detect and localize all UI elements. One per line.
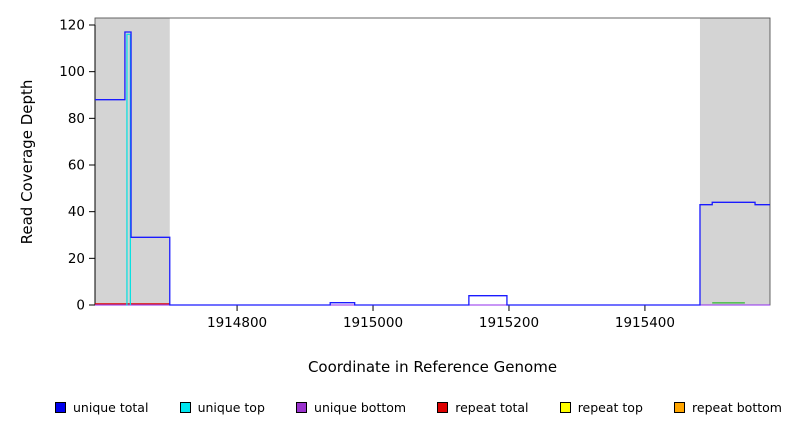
shaded-region-left	[95, 18, 170, 305]
legend-label: unique bottom	[314, 400, 407, 415]
legend: unique total unique top unique bottom repea…	[0, 400, 792, 415]
legend-swatch-unique-total	[55, 402, 66, 413]
y-tick-label: 60	[68, 158, 85, 174]
legend-item-repeat-bottom: repeat bottom	[674, 400, 782, 415]
x-axis-label: Coordinate in Reference Genome	[307, 358, 558, 376]
x-tick-label: 1915000	[343, 315, 403, 331]
legend-swatch-repeat-top	[559, 402, 571, 413]
legend-label: unique top	[197, 400, 265, 415]
plot-box	[94, 17, 771, 306]
coverage-plot: 1914800 1915000 1915200 1915400 0 20 40 60 80 100…	[59, 17, 771, 331]
y-axis-label: Read Coverage Depth	[18, 79, 36, 245]
shaded-region-right	[699, 18, 770, 305]
legend-label: repeat total	[455, 400, 529, 415]
x-tick-label: 1914800	[207, 315, 267, 331]
legend-label: unique total	[73, 400, 149, 415]
y-tick-label: 100	[59, 64, 85, 80]
legend-item-unique-bottom: unique bottom	[296, 400, 406, 415]
y-tick-label: 80	[68, 111, 85, 127]
legend-item-repeat-top: repeat top	[559, 400, 643, 415]
series-line-unique-total	[95, 31, 770, 306]
x-tick-label: 1915400	[615, 315, 675, 331]
legend-label: repeat top	[577, 400, 643, 415]
legend-item-repeat-total: repeat total	[437, 400, 529, 415]
y-tick-label: 120	[59, 18, 85, 34]
y-tick-label: 0	[76, 298, 85, 314]
series-line-unique-top-spike	[126, 33, 131, 306]
legend-swatch-unique-bottom	[296, 402, 308, 413]
legend-swatch-repeat-total	[437, 402, 449, 413]
legend-swatch-unique-top	[179, 402, 191, 413]
y-tick-label: 20	[68, 251, 85, 267]
legend-item-unique-top: unique top	[179, 400, 265, 415]
legend-label: repeat bottom	[692, 400, 782, 415]
x-tick-label: 1915200	[479, 315, 539, 331]
legend-swatch-repeat-bottom	[674, 402, 686, 413]
legend-item-unique-total: unique total	[55, 400, 148, 415]
y-tick-label: 40	[68, 204, 85, 220]
